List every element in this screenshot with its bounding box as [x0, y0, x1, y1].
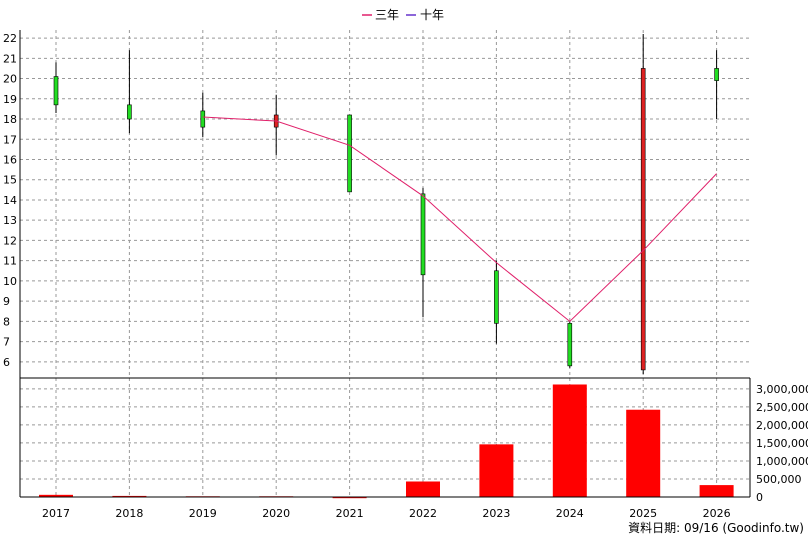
- three-year-line: [202, 116, 717, 323]
- chart-axes: [19, 30, 751, 498]
- price-tick-label: 21: [3, 52, 17, 65]
- volume-tick-label: 1,500,000: [756, 437, 808, 450]
- volume-tick-label: 0: [756, 491, 763, 504]
- price-tick-label: 22: [3, 32, 17, 45]
- year-tick-label: 2017: [42, 507, 70, 520]
- year-tick-label: 2023: [482, 507, 510, 520]
- candle-body: [347, 114, 352, 193]
- volume-bar: [406, 481, 440, 497]
- volume-bar: [332, 497, 367, 499]
- legend-label-ten-year: 十年: [420, 8, 444, 22]
- volume-tick-label: 2,500,000: [756, 401, 808, 414]
- legend-label-three-year: 三年: [375, 8, 399, 22]
- price-tick-label: 20: [3, 73, 17, 86]
- volume-tick-label: 2,000,000: [756, 419, 808, 432]
- price-tick-label: 10: [3, 275, 17, 288]
- price-tick-label: 15: [3, 174, 17, 187]
- candle-body: [420, 193, 426, 276]
- volume-tick-label: 3,000,000: [756, 383, 808, 396]
- year-tick-label: 2026: [703, 507, 731, 520]
- price-tick-label: 19: [3, 93, 17, 106]
- candle-body: [127, 104, 132, 120]
- volume-bar: [39, 494, 73, 497]
- price-grid: [20, 30, 750, 497]
- volume-bar: [479, 444, 514, 497]
- year-tick-label: 2025: [629, 507, 657, 520]
- axis-labels: 6789101112131415161718192021220500,0001,…: [3, 32, 808, 520]
- price-tick-label: 6: [3, 356, 10, 369]
- price-tick-label: 7: [3, 336, 10, 349]
- year-tick-label: 2020: [262, 507, 290, 520]
- price-tick-label: 13: [3, 214, 17, 227]
- volume-bar: [626, 409, 661, 497]
- candle-body: [494, 270, 499, 324]
- data-date-footer: 資料日期: 09/16 (Goodinfo.tw): [628, 521, 804, 535]
- price-tick-label: 11: [3, 255, 17, 268]
- volume-tick-label: 1,000,000: [756, 455, 808, 468]
- candle-body: [640, 68, 646, 371]
- price-tick-label: 14: [3, 194, 17, 207]
- year-tick-label: 2019: [189, 507, 217, 520]
- price-tick-label: 12: [3, 234, 17, 247]
- volume-bars: [39, 384, 734, 499]
- year-tick-label: 2021: [336, 507, 364, 520]
- price-candles: [53, 34, 719, 374]
- price-tick-label: 18: [3, 113, 17, 126]
- candle-body: [200, 110, 206, 128]
- average-lines: [202, 116, 717, 323]
- year-tick-label: 2024: [556, 507, 584, 520]
- volume-bar: [552, 384, 587, 497]
- price-tick-label: 17: [3, 133, 17, 146]
- candle-body: [53, 76, 59, 106]
- volume-tick-label: 500,000: [756, 473, 802, 486]
- price-tick-label: 8: [3, 315, 10, 328]
- candle-body: [567, 323, 573, 367]
- price-tick-label: 9: [3, 295, 10, 308]
- year-tick-label: 2018: [115, 507, 143, 520]
- volume-bar: [699, 485, 734, 497]
- chart-legend: 三年 十年: [362, 8, 444, 22]
- year-tick-label: 2022: [409, 507, 437, 520]
- candle-body: [714, 68, 719, 81]
- price-tick-label: 16: [3, 153, 17, 166]
